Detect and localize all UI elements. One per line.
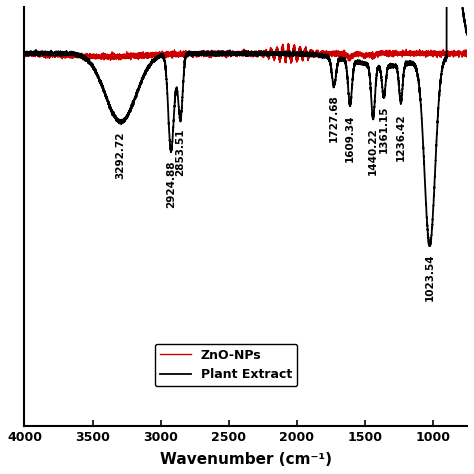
- ZnO-NPs: [288, 61, 294, 66]
- Legend: ZnO-NPs, Plant Extract: ZnO-NPs, Plant Extract: [155, 344, 297, 386]
- ZnO-NPs: [182, 53, 188, 59]
- ZnO-NPs: [285, 41, 291, 46]
- Line: Plant Extract: Plant Extract: [25, 0, 467, 246]
- Text: 2924.88: 2924.88: [166, 160, 176, 208]
- Line: ZnO-NPs: ZnO-NPs: [25, 44, 467, 64]
- X-axis label: Wavenumber (cm⁻¹): Wavenumber (cm⁻¹): [160, 452, 332, 467]
- Text: 1361.15: 1361.15: [379, 106, 389, 154]
- Plant Extract: [464, 30, 470, 36]
- Text: 1727.68: 1727.68: [329, 94, 339, 142]
- Text: 1023.54: 1023.54: [425, 253, 435, 301]
- ZnO-NPs: [283, 55, 289, 61]
- Text: 1236.42: 1236.42: [396, 113, 406, 161]
- Text: 2853.51: 2853.51: [175, 129, 186, 176]
- Plant Extract: [427, 243, 432, 249]
- Plant Extract: [22, 50, 27, 56]
- ZnO-NPs: [22, 49, 27, 55]
- Plant Extract: [283, 50, 289, 56]
- ZnO-NPs: [303, 47, 309, 53]
- Text: 1609.34: 1609.34: [345, 115, 355, 162]
- Plant Extract: [44, 51, 49, 56]
- Text: 1440.22: 1440.22: [368, 128, 378, 175]
- Text: 3292.72: 3292.72: [116, 131, 126, 179]
- Plant Extract: [350, 77, 356, 83]
- ZnO-NPs: [350, 54, 356, 59]
- ZnO-NPs: [464, 50, 470, 55]
- ZnO-NPs: [374, 52, 379, 58]
- ZnO-NPs: [44, 54, 49, 59]
- Plant Extract: [374, 78, 379, 84]
- Plant Extract: [303, 51, 309, 57]
- Plant Extract: [182, 62, 188, 68]
